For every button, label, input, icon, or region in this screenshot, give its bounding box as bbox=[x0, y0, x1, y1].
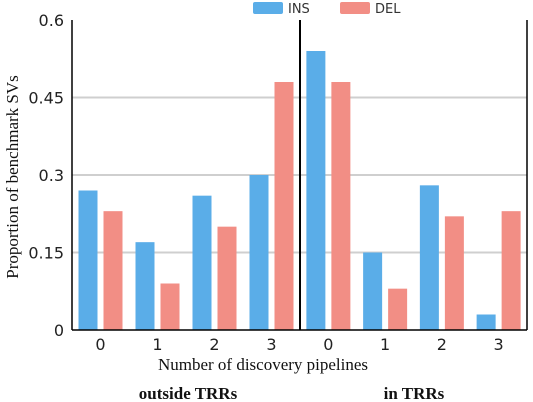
y-tick-label: 0.15 bbox=[28, 244, 64, 263]
x-tick-label: 0 bbox=[95, 335, 105, 354]
bar-del bbox=[274, 82, 294, 330]
x-tick-label: 2 bbox=[437, 335, 447, 354]
x-tick-label: 0 bbox=[323, 335, 333, 354]
x-tick-label: 1 bbox=[152, 335, 162, 354]
bar-del bbox=[103, 211, 123, 330]
bar-ins bbox=[135, 242, 155, 330]
x-tick-label: 3 bbox=[266, 335, 276, 354]
panel-title-inside: in TRRs bbox=[384, 384, 445, 402]
x-tick-label: 1 bbox=[380, 335, 390, 354]
bar-del bbox=[331, 82, 351, 330]
x-tick-label: 3 bbox=[494, 335, 504, 354]
y-tick-label: 0.6 bbox=[39, 11, 64, 30]
bar-del bbox=[388, 288, 408, 330]
bar-del bbox=[444, 216, 464, 330]
bar-ins bbox=[476, 314, 496, 330]
legend-swatch-del bbox=[340, 2, 370, 14]
y-tick-label: 0 bbox=[54, 321, 64, 340]
bar-del bbox=[501, 211, 521, 330]
plot-frame bbox=[71, 20, 528, 331]
y-tick-label: 0.3 bbox=[39, 166, 64, 185]
x-tick-label: 2 bbox=[209, 335, 219, 354]
legend-swatch-ins bbox=[253, 2, 283, 14]
bar-ins bbox=[192, 195, 212, 330]
bar-ins bbox=[78, 190, 98, 330]
bar-del bbox=[160, 283, 180, 330]
legend-label-ins: INS bbox=[288, 2, 310, 17]
legend-label-del: DEL bbox=[375, 2, 401, 17]
y-axis-title: Proportion of benchmark SVs bbox=[3, 75, 22, 279]
bars bbox=[78, 51, 521, 330]
x-axis-title: Number of discovery pipelines bbox=[158, 355, 368, 374]
bar-ins bbox=[363, 252, 383, 330]
tick-labels: 0 0.15 0.3 0.45 0.6 0 1 2 3 0 1 2 3 bbox=[28, 11, 503, 354]
panel-title-outside: outside TRRs bbox=[139, 384, 238, 402]
y-tick-label: 0.45 bbox=[28, 89, 64, 108]
bar-ins bbox=[419, 185, 439, 330]
bar-del bbox=[217, 226, 237, 330]
bar-ins bbox=[249, 175, 269, 330]
legend: INS DEL bbox=[253, 2, 401, 17]
bar-ins bbox=[306, 51, 326, 330]
